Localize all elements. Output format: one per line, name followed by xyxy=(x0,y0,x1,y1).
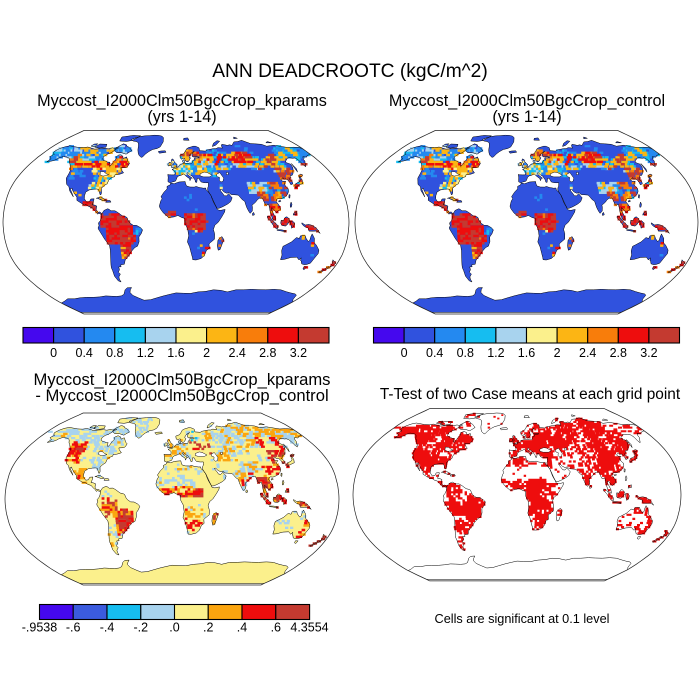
svg-text:2: 2 xyxy=(554,346,561,360)
svg-text:1.6: 1.6 xyxy=(518,346,535,360)
svg-text:2.4: 2.4 xyxy=(579,346,596,360)
svg-text:.2: .2 xyxy=(203,620,213,634)
svg-text:0.4: 0.4 xyxy=(426,346,443,360)
svg-text:2: 2 xyxy=(203,346,210,360)
svg-text:0: 0 xyxy=(50,346,57,360)
svg-text:-.9538: -.9538 xyxy=(22,620,57,634)
svg-text:2.4: 2.4 xyxy=(229,346,246,360)
svg-text:3.2: 3.2 xyxy=(290,346,307,360)
svg-text:.0: .0 xyxy=(169,620,179,634)
svg-text:2.8: 2.8 xyxy=(259,346,276,360)
svg-text:1.6: 1.6 xyxy=(167,346,184,360)
svg-text:2.8: 2.8 xyxy=(610,346,627,360)
svg-text:.6: .6 xyxy=(271,620,281,634)
svg-text:-.6: -.6 xyxy=(66,620,81,634)
svg-text:3.2: 3.2 xyxy=(640,346,657,360)
svg-text:0.8: 0.8 xyxy=(457,346,474,360)
svg-text:-.4: -.4 xyxy=(100,620,115,634)
svg-text:1.2: 1.2 xyxy=(487,346,504,360)
svg-text:-.2: -.2 xyxy=(134,620,149,634)
svg-text:4.3554: 4.3554 xyxy=(290,620,328,634)
svg-text:0: 0 xyxy=(401,346,408,360)
svg-text:.4: .4 xyxy=(237,620,247,634)
svg-text:1.2: 1.2 xyxy=(137,346,154,360)
svg-text:0.8: 0.8 xyxy=(106,346,123,360)
svg-text:0.4: 0.4 xyxy=(76,346,93,360)
